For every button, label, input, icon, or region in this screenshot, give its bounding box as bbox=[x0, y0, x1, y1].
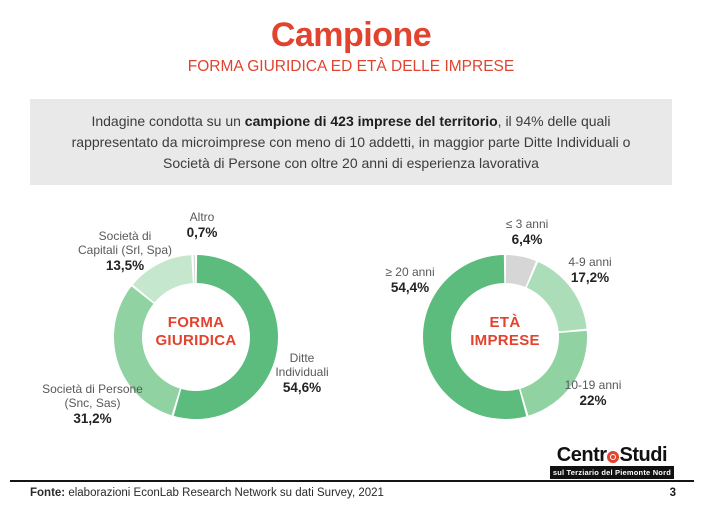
segment-name: ≥ 20 anni bbox=[385, 265, 435, 279]
segment-name: Altro bbox=[189, 210, 215, 224]
segment-name: 4-9 anni bbox=[568, 255, 612, 269]
segment-percent: 17,2% bbox=[570, 270, 610, 285]
logo-tagline: sul Terziario del Piemonte Nord bbox=[549, 466, 674, 479]
forma-giuridica-donut-chart bbox=[114, 255, 279, 419]
intro-box: Indagine condotta su un campione di 423 … bbox=[30, 99, 672, 185]
segment-percent: 54,4% bbox=[390, 280, 430, 295]
segment-percent: 54,6% bbox=[282, 380, 322, 395]
donut-slice-2 bbox=[520, 330, 587, 416]
source-text: elaborazioni EconLab Research Network su… bbox=[65, 487, 384, 499]
logo-text-left: Centr bbox=[556, 444, 607, 466]
eta-imprese-donut-chart bbox=[422, 255, 587, 419]
segment-label-oltre-20-anni: ≥ 20 anni 54,4% bbox=[365, 265, 455, 295]
segment-name: Società di Capitali (Srl, Spa) bbox=[77, 229, 173, 257]
donut-slice-1 bbox=[114, 286, 180, 416]
donut-slice-1 bbox=[526, 261, 587, 332]
source-note: Fonte: elaborazioni EconLab Research Net… bbox=[30, 487, 384, 499]
segment-label-10-19-anni: 10-19 anni 22% bbox=[543, 378, 643, 408]
segment-name: Ditte Individuali bbox=[275, 351, 329, 379]
segment-percent: 13,5% bbox=[105, 258, 145, 273]
logo-name: Centr Studi bbox=[550, 445, 674, 465]
segment-label-ditte-individuali: Ditte Individuali 54,6% bbox=[252, 351, 352, 395]
segment-label-societa-di-capitali: Società di Capitali (Srl, Spa) 13,5% bbox=[55, 229, 195, 273]
segment-name: Società di Persone (Snc, Sas) bbox=[42, 382, 143, 410]
intro-text-bold: campione di 423 imprese del territorio bbox=[244, 112, 498, 129]
segment-percent: 0,7% bbox=[186, 225, 218, 240]
footer-divider bbox=[10, 480, 694, 482]
segment-percent: 6,4% bbox=[511, 232, 543, 247]
forma-giuridica-chart-title: FORMA GIURIDICA bbox=[155, 314, 237, 349]
donut-slice-2 bbox=[132, 255, 193, 303]
intro-text: Indagine condotta su un campione di 423 … bbox=[51, 111, 651, 174]
logo-text-right: Studi bbox=[619, 444, 668, 466]
segment-label-fino-3-anni: ≤ 3 anni 6,4% bbox=[487, 217, 567, 247]
segment-label-4-9-anni: 4-9 anni 17,2% bbox=[545, 255, 635, 285]
charts-area: FORMA GIURIDICA Ditte Individuali 54,6% … bbox=[0, 200, 702, 450]
segment-name: 10-19 anni bbox=[564, 378, 622, 392]
logo-ring-icon bbox=[607, 450, 620, 463]
segment-percent: 22% bbox=[579, 393, 607, 408]
intro-text-after: , il 94% delle quali rappresentato da mi… bbox=[71, 112, 631, 171]
segment-label-altro: Altro 0,7% bbox=[167, 210, 237, 240]
page-number: 3 bbox=[669, 487, 676, 499]
segment-label-societa-di-persone: Società di Persone (Snc, Sas) 31,2% bbox=[15, 382, 170, 426]
donut-slice-0 bbox=[173, 255, 279, 419]
logo-dot-icon bbox=[611, 454, 616, 459]
source-label: Fonte: bbox=[30, 487, 66, 499]
donut-slice-3 bbox=[422, 255, 527, 419]
eta-imprese-chart-title: ETÀ IMPRESE bbox=[470, 314, 540, 349]
donut-slice-3 bbox=[193, 255, 196, 284]
segment-name: ≤ 3 anni bbox=[505, 217, 549, 231]
page-subtitle: FORMA GIURIDICA ED ETÀ DELLE IMPRESE bbox=[187, 58, 515, 75]
segment-percent: 31,2% bbox=[73, 411, 112, 426]
centrostudi-logo: Centr Studi sul Terziario del Piemonte No… bbox=[549, 445, 674, 479]
donut-slice-0 bbox=[505, 255, 537, 288]
intro-text-before: Indagine condotta su un bbox=[91, 112, 245, 129]
page-title: Campione bbox=[270, 16, 432, 54]
